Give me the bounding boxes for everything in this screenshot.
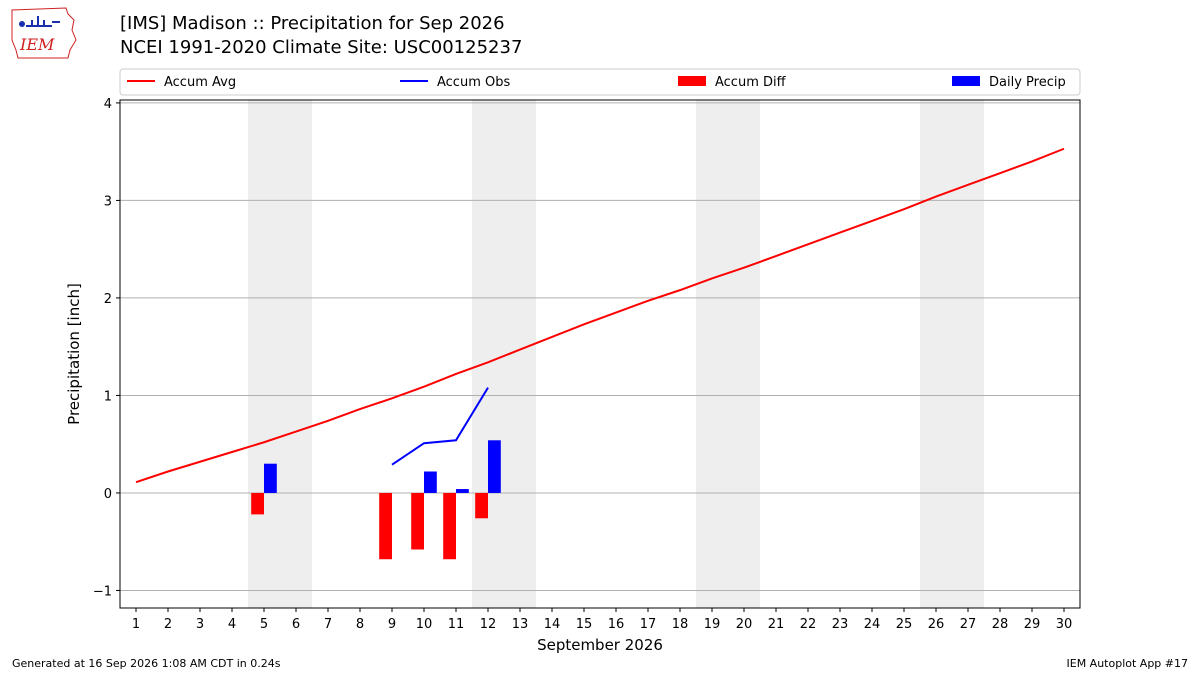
- x-tick-label: 3: [196, 617, 204, 632]
- station-dot-icon: [19, 21, 25, 27]
- title-line-1: [IMS] Madison :: Precipitation for Sep 2…: [120, 13, 505, 34]
- chart-title: [IMS] Madison :: Precipitation for Sep 2…: [120, 12, 522, 60]
- footer-generated: Generated at 16 Sep 2026 1:08 AM CDT in …: [12, 657, 281, 670]
- x-tick-label: 5: [260, 617, 268, 632]
- x-tick-label: 22: [800, 617, 817, 632]
- y-tick-label: 1: [104, 389, 112, 404]
- x-tick-label: 13: [512, 617, 529, 632]
- x-tick-label: 16: [608, 617, 625, 632]
- x-tick-label: 27: [960, 617, 977, 632]
- x-tick-label: 6: [292, 617, 300, 632]
- daily-precip-bar: [488, 440, 501, 493]
- legend-box: [119, 68, 1081, 96]
- accum-diff-bar: [475, 492, 488, 519]
- x-tick-label: 21: [768, 617, 785, 632]
- legend-daily-precip-label: Daily Precip: [989, 75, 1066, 90]
- x-tick-label: 25: [896, 617, 913, 632]
- x-tick-label: 2: [164, 617, 172, 632]
- accum-avg-line: [135, 147, 1065, 484]
- legend-accum-diff-swatch: [678, 76, 706, 86]
- title-line-2: NCEI 1991-2020 Climate Site: USC00125237: [120, 37, 523, 58]
- x-tick-label: 8: [356, 617, 364, 632]
- daily-precip-bar: [456, 489, 469, 493]
- x-tick-label: 24: [864, 617, 881, 632]
- x-tick-label: 1: [132, 617, 140, 632]
- x-tick-label: 23: [832, 617, 849, 632]
- series-lines: [135, 147, 1065, 484]
- y-tick-label: 2: [104, 292, 112, 307]
- y-tick-label: 3: [104, 194, 112, 209]
- iem-logo: IEM: [11, 7, 77, 59]
- accum-diff-bar: [379, 492, 392, 560]
- x-tick-label: 30: [1056, 617, 1073, 632]
- grid-lines: [120, 102, 1080, 591]
- x-tick-label: 10: [416, 617, 433, 632]
- x-tick-label: 18: [672, 617, 689, 632]
- accum-diff-bar: [443, 492, 456, 560]
- legend-accum-obs-label: Accum Obs: [437, 75, 510, 90]
- x-axis-label: September 2026: [537, 636, 663, 654]
- x-tick-label: 4: [228, 617, 236, 632]
- x-tick-label: 29: [1024, 617, 1041, 632]
- weather-station-icon: [26, 16, 60, 27]
- y-tick-label: −1: [93, 584, 112, 599]
- weekend-band: [696, 100, 760, 608]
- weekend-band: [920, 100, 984, 608]
- x-tick-label: 19: [704, 617, 721, 632]
- weekend-bands: [248, 100, 984, 608]
- legend-daily-precip-swatch: [952, 76, 980, 86]
- footer-app: IEM Autoplot App #17: [1066, 657, 1189, 670]
- legend: Accum Avg Accum Obs Accum Diff Daily Precip: [119, 68, 1081, 96]
- accum-diff-bar: [411, 492, 424, 550]
- y-tick-label: 4: [104, 97, 112, 112]
- x-tick-label: 28: [992, 617, 1009, 632]
- logo-text: IEM: [19, 35, 55, 54]
- x-tick-label: 7: [324, 617, 332, 632]
- x-tick-label: 11: [448, 617, 465, 632]
- legend-accum-avg-label: Accum Avg: [164, 75, 236, 90]
- accum-obs-line: [391, 387, 489, 466]
- daily-precip-bar: [264, 463, 277, 493]
- y-tick-label: 0: [104, 487, 112, 502]
- x-tick-label: 9: [388, 617, 396, 632]
- weekend-band: [248, 100, 312, 608]
- plot-frame: [119, 99, 1081, 609]
- x-tick-label: 17: [640, 617, 657, 632]
- x-tick-label: 26: [928, 617, 945, 632]
- accum-diff-bar: [251, 492, 264, 515]
- x-tick-label: 15: [576, 617, 593, 632]
- x-tick-label: 14: [544, 617, 561, 632]
- legend-accum-diff-label: Accum Diff: [715, 75, 787, 90]
- x-tick-label: 12: [480, 617, 497, 632]
- bars: [251, 440, 501, 560]
- iowa-outline-icon: [11, 7, 77, 59]
- daily-precip-bar: [424, 471, 437, 493]
- y-axis-label: Precipitation [inch]: [65, 283, 83, 425]
- weekend-band: [472, 100, 536, 608]
- x-tick-label: 20: [736, 617, 753, 632]
